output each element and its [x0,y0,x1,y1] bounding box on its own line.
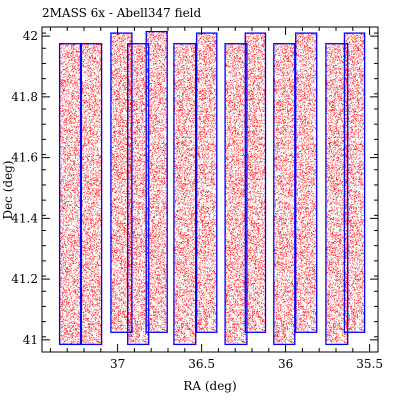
scan-footprint [58,43,83,346]
data-points [59,31,366,345]
x-tick-label: 37 [110,357,125,371]
scan-footprint [110,32,133,333]
y-tick-label: 41.6 [11,151,38,165]
y-tick-label: 41.2 [11,272,38,286]
y-tick-label: 41.4 [11,211,38,225]
scan-footprint [295,32,318,333]
source-points [59,31,366,345]
scan-footprint [195,32,218,333]
scan-footprints [58,30,366,346]
x-tick-label: 36 [278,357,293,371]
scan-footprint [224,43,248,346]
scan-footprint [79,43,103,346]
y-axis-label: Dec (deg) [1,160,15,219]
plot-frame [41,26,379,353]
y-tick-label: 41.8 [11,90,38,104]
y-tick-label: 42 [23,29,38,43]
x-tick-label: 36.5 [188,357,215,371]
scan-footprint [343,32,366,333]
scan-footprint [325,43,349,346]
scan-footprint [173,43,197,346]
chart-title: 2MASS 6x - Abell347 field [42,6,202,20]
scan-footprint [127,43,150,346]
x-axis-label: RA (deg) [183,379,236,393]
x-tick-label: 35.5 [356,357,383,371]
axis-ticks: 37 36.5 36 35.5 41 41.2 41.4 41.6 41.8 42 [11,27,383,371]
scan-footprint [145,30,168,333]
scan-footprint [244,32,267,333]
y-tick-label: 41 [23,333,38,347]
scan-footprint [273,43,296,346]
